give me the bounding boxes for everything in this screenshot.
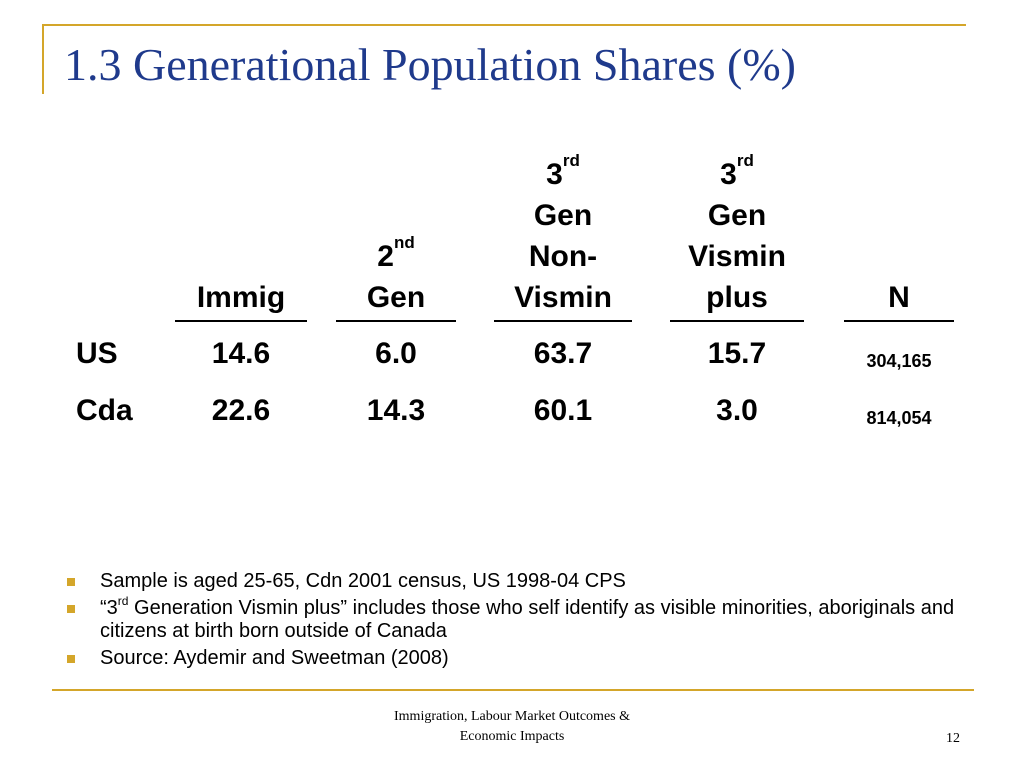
header-immig: Immig [196,281,286,314]
cell-cda-3rd-gen-vismin-plus: 3.0 [716,394,758,427]
header-underline [336,320,456,322]
bullet-item: Source: Aydemir and Sweetman (2008) [62,647,962,670]
page-number: 12 [946,731,960,746]
header-underline [844,320,954,322]
footer-text: Immigration, Labour Market Outcomes & Ec… [394,709,630,744]
bullet-item: Sample is aged 25-65, Cdn 2001 census, U… [62,570,962,593]
header-n: N [888,281,910,314]
header-underline [494,320,632,322]
left-rule [42,24,44,94]
cell-cda-n: 814,054 [866,408,932,428]
header-3rd-gen-non-vismin: 3rd Gen Non- Vismin [514,151,612,314]
bullet-list: Sample is aged 25-65, Cdn 2001 census, U… [62,570,962,674]
row-label-cda: Cda [76,394,133,427]
cell-cda-2nd-gen: 14.3 [366,394,426,427]
cell-us-n: 304,165 [866,351,932,371]
cell-us-3rd-gen-vismin-plus: 15.7 [707,337,767,370]
header-2nd-gen: 2nd Gen [366,233,426,314]
cell-us-3rd-gen-non-vismin: 63.7 [533,337,593,370]
header-underline [175,320,307,322]
header-3rd-gen-vismin-plus: 3rd Gen Vismin plus [688,151,786,314]
cell-us-immig: 14.6 [211,337,271,370]
bullet-square-icon [67,655,75,663]
bullet-square-icon [67,605,75,613]
slide-title: 1.3 Generational Population Shares (%) [64,39,796,90]
bullet-item: “3rd Generation Vismin plus” includes th… [62,595,962,643]
bullet-square-icon [67,578,75,586]
top-rule [42,24,966,26]
bottom-rule [52,689,974,691]
cell-cda-3rd-gen-non-vismin: 60.1 [533,394,593,427]
cell-us-2nd-gen: 6.0 [375,337,417,370]
cell-cda-immig: 22.6 [211,394,271,427]
header-underline [670,320,804,322]
row-label-us: US [76,337,118,370]
